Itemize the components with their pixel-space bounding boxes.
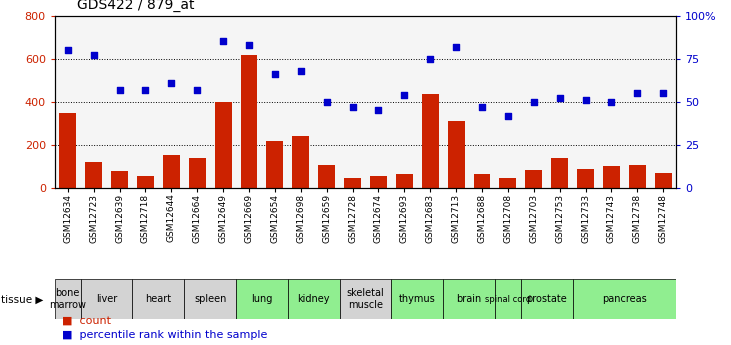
- Bar: [111, 171, 128, 188]
- Text: tissue ▶: tissue ▶: [1, 294, 44, 304]
- Text: bone
marrow: bone marrow: [49, 288, 86, 310]
- Text: ■  percentile rank within the sample: ■ percentile rank within the sample: [55, 330, 268, 339]
- Point: [502, 113, 514, 118]
- Bar: [499, 178, 516, 188]
- Bar: [474, 174, 491, 188]
- Bar: [655, 173, 672, 188]
- Point: [605, 99, 617, 105]
- Point: [580, 97, 591, 103]
- Bar: [572, 279, 676, 319]
- Bar: [391, 279, 443, 319]
- Point: [528, 99, 539, 105]
- Bar: [603, 167, 620, 188]
- Point: [346, 104, 358, 110]
- Bar: [80, 279, 132, 319]
- Point: [295, 68, 306, 73]
- Bar: [267, 141, 284, 188]
- Point: [425, 56, 436, 61]
- Point: [657, 90, 669, 96]
- Text: liver: liver: [96, 294, 117, 304]
- Bar: [521, 279, 572, 319]
- Point: [450, 44, 462, 49]
- Point: [398, 92, 410, 98]
- Text: skeletal
muscle: skeletal muscle: [346, 288, 385, 310]
- Bar: [137, 176, 154, 188]
- Text: brain: brain: [456, 294, 482, 304]
- Text: kidney: kidney: [298, 294, 330, 304]
- Bar: [526, 170, 542, 188]
- Bar: [551, 158, 568, 188]
- Bar: [629, 165, 645, 188]
- Text: pancreas: pancreas: [602, 294, 647, 304]
- Point: [192, 87, 203, 92]
- Text: lung: lung: [251, 294, 273, 304]
- Bar: [215, 102, 232, 188]
- Bar: [163, 155, 180, 188]
- Bar: [447, 121, 464, 188]
- Bar: [236, 279, 288, 319]
- Bar: [240, 56, 257, 188]
- Bar: [132, 279, 184, 319]
- Bar: [59, 112, 76, 188]
- Bar: [288, 279, 340, 319]
- Text: thymus: thymus: [399, 294, 436, 304]
- Text: heart: heart: [145, 294, 172, 304]
- Point: [632, 90, 643, 96]
- Point: [554, 96, 566, 101]
- Bar: [55, 279, 80, 319]
- Point: [165, 80, 177, 86]
- Point: [321, 99, 333, 105]
- Point: [243, 42, 255, 48]
- Point: [140, 87, 151, 92]
- Text: spinal cord: spinal cord: [485, 295, 531, 304]
- Bar: [292, 136, 309, 188]
- Bar: [318, 165, 335, 188]
- Text: prostate: prostate: [526, 294, 567, 304]
- Point: [269, 71, 281, 77]
- Bar: [344, 178, 361, 188]
- Bar: [422, 94, 439, 188]
- Point: [62, 47, 74, 53]
- Text: spleen: spleen: [194, 294, 227, 304]
- Bar: [370, 176, 387, 188]
- Bar: [86, 162, 102, 188]
- Bar: [443, 279, 495, 319]
- Point: [217, 39, 229, 44]
- Text: GDS422 / 879_at: GDS422 / 879_at: [77, 0, 194, 12]
- Bar: [189, 158, 205, 188]
- Bar: [184, 279, 236, 319]
- Point: [373, 108, 385, 113]
- Bar: [396, 174, 413, 188]
- Point: [88, 52, 99, 58]
- Bar: [495, 279, 520, 319]
- Bar: [577, 169, 594, 188]
- Point: [114, 87, 126, 92]
- Text: ■  count: ■ count: [55, 316, 111, 326]
- Bar: [340, 279, 391, 319]
- Point: [476, 104, 488, 110]
